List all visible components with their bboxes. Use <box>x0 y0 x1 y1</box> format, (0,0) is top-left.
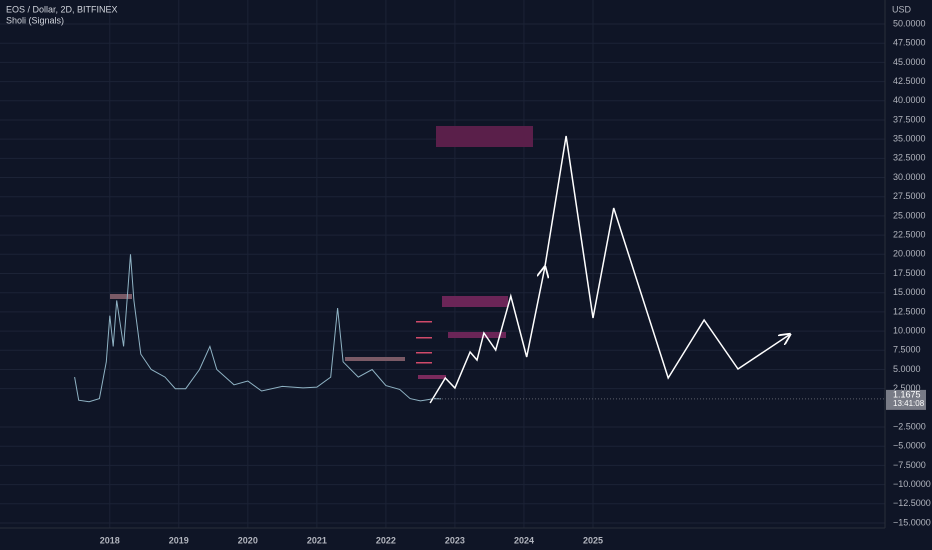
chart-subtitle: Sholi (Signals) <box>6 15 64 25</box>
y-tick-label: 27.5000 <box>893 191 926 201</box>
y-tick-label: −5.0000 <box>893 441 926 451</box>
y-tick-label: 2.5000 <box>893 383 921 393</box>
y-tick-label: 7.5000 <box>893 345 921 355</box>
y-tick-label: −15.0000 <box>893 517 931 527</box>
zone-box <box>418 375 446 379</box>
signal-dots <box>416 321 432 364</box>
y-tick-label: 22.5000 <box>893 229 926 239</box>
y-tick-label: 10.0000 <box>893 325 926 335</box>
y-tick-label: 47.5000 <box>893 38 926 48</box>
x-tick-label: 2024 <box>514 535 534 545</box>
zone-box <box>110 294 132 299</box>
series <box>74 135 789 404</box>
x-tick-label: 2019 <box>169 535 189 545</box>
y-tick-label: 20.0000 <box>893 249 926 259</box>
zone-box <box>345 357 405 361</box>
y-tick-label: 35.0000 <box>893 134 926 144</box>
y-tick-label: −12.5000 <box>893 498 931 508</box>
y-tick-label: 45.0000 <box>893 57 926 67</box>
price-line <box>543 135 789 380</box>
y-tick-label: 40.0000 <box>893 95 926 105</box>
price-line <box>74 254 442 403</box>
zone-box <box>442 296 508 307</box>
y-tick-label: −7.5000 <box>893 460 926 470</box>
y-tick-label: 50.0000 <box>893 18 926 28</box>
countdown-label: 13:41:08 <box>893 399 925 408</box>
y-tick-label: −10.0000 <box>893 479 931 489</box>
last-price-box <box>886 389 926 410</box>
x-tick-label: 2018 <box>100 535 120 545</box>
zone-box <box>436 126 533 147</box>
y-tick-label: 12.5000 <box>893 306 926 316</box>
y-tick-label: 25.0000 <box>893 210 926 220</box>
grid <box>0 0 885 528</box>
y-tick-label: 32.5000 <box>893 153 926 163</box>
x-tick-label: 2023 <box>445 535 465 545</box>
x-tick-label: 2020 <box>238 535 258 545</box>
zone-box <box>448 332 506 338</box>
x-tick-label: 2025 <box>583 535 603 545</box>
last-price-label: 1.1675 <box>893 389 921 399</box>
y-tick-label: 30.0000 <box>893 172 926 182</box>
y-tick-label: 37.5000 <box>893 114 926 124</box>
y-tick-label: −2.5000 <box>893 421 926 431</box>
y-tick-label: 42.5000 <box>893 76 926 86</box>
chart-title: EOS / Dollar, 2D, BITFINEX <box>6 4 118 14</box>
price-line <box>429 268 545 404</box>
x-tick-label: 2021 <box>307 535 327 545</box>
y-tick-label: 17.5000 <box>893 268 926 278</box>
x-tick-label: 2022 <box>376 535 396 545</box>
y-tick-label: 5.0000 <box>893 364 921 374</box>
y-tick-label: 15.0000 <box>893 287 926 297</box>
y-axis-label: USD <box>892 4 912 14</box>
